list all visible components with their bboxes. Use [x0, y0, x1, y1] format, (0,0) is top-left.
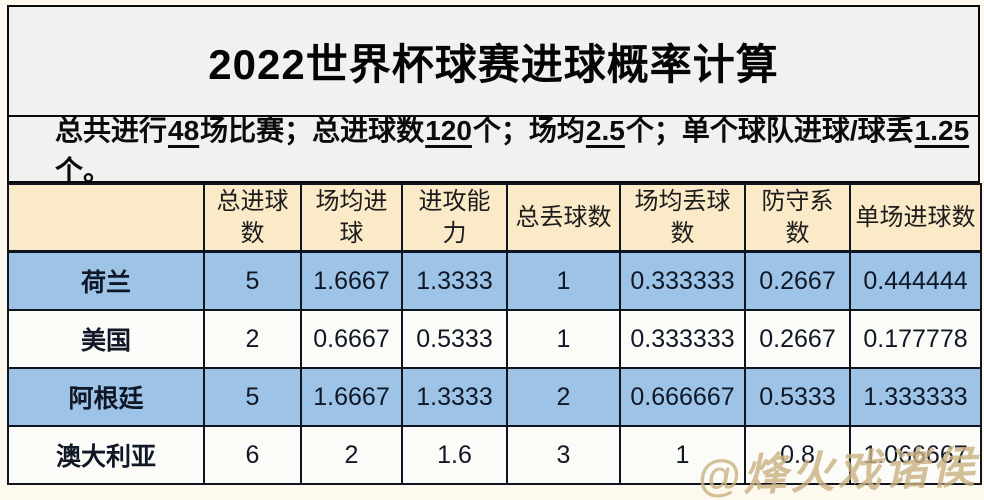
value-cell: 0.666667	[619, 367, 746, 427]
value-cell: 2	[300, 425, 403, 485]
page-title: 2022世界杯球赛进球概率计算	[208, 40, 779, 88]
value-cell: 0.6667	[300, 309, 403, 369]
table-row-argentina: 阿根廷 5 1.6667 1.3333 2 0.666667 0.5333 1.…	[7, 367, 982, 427]
table-row-australia: 澳大利亚 6 2 1.6 3 1 0.8 1.066667	[7, 425, 982, 485]
summary-stat-goals: 120	[425, 115, 472, 146]
content-frame: 2022世界杯球赛进球概率计算 总共进行48场比赛；总进球数120个；场均2.5…	[7, 5, 982, 485]
team-name-cell: 阿根廷	[7, 367, 205, 427]
value-cell: 0.5333	[744, 367, 851, 427]
value-cell: 6	[203, 425, 302, 485]
value-cell: 1.3333	[401, 250, 508, 311]
value-cell: 1.6667	[300, 367, 403, 427]
header-row: 总进球数 场均进球 进攻能力 总丢球数 场均丢球数 防守系数 单场进球数	[7, 183, 982, 253]
value-cell: 1.6667	[300, 250, 403, 311]
value-cell: 5	[203, 250, 302, 311]
title-banner: 2022世界杯球赛进球概率计算	[7, 5, 980, 117]
team-name-cell: 澳大利亚	[7, 425, 205, 485]
column-header-total-conceded: 总丢球数	[506, 183, 621, 253]
column-header-goals-per-match: 场均进球	[300, 183, 403, 253]
value-cell: 2	[506, 367, 621, 427]
column-header-total-goals: 总进球数	[203, 183, 302, 253]
value-cell: 0.2667	[744, 250, 851, 311]
team-name-cell: 美国	[7, 309, 205, 369]
value-cell: 0.444444	[849, 250, 982, 311]
value-cell: 1.066667	[849, 425, 982, 485]
value-cell: 2	[203, 309, 302, 369]
value-cell: 1	[506, 250, 621, 311]
summary-bar: 总共进行48场比赛；总进球数120个；场均2.5个；单个球队进球/球丢1.25 个…	[7, 115, 980, 186]
value-cell: 1.3333	[401, 367, 508, 427]
summary-segment: 个；场均	[472, 115, 585, 146]
column-header-conceded-per-match: 场均丢球数	[619, 183, 746, 253]
summary-stat-matches: 48	[168, 115, 200, 146]
team-name-cell: 荷兰	[7, 250, 205, 311]
value-cell: 0.2667	[744, 309, 851, 369]
value-cell: 0.333333	[619, 309, 746, 369]
value-cell: 1	[506, 309, 621, 369]
summary-segment: 总共进行	[55, 115, 168, 146]
value-cell: 0.177778	[849, 309, 982, 369]
summary-segment: 个。	[55, 155, 112, 186]
column-header-team	[7, 183, 205, 253]
goal-probability-table: 总进球数 场均进球 进攻能力 总丢球数 场均丢球数 防守系数 单场进球数 荷兰 …	[7, 183, 982, 485]
summary-segment: 场比赛；总进球数	[200, 115, 425, 146]
value-cell: 1.6	[401, 425, 508, 485]
column-header-defense-coefficient: 防守系数	[744, 183, 851, 253]
column-header-single-match-goals: 单场进球数	[849, 183, 982, 253]
value-cell: 1	[619, 425, 746, 485]
table-row-usa: 美国 2 0.6667 0.5333 1 0.333333 0.2667 0.1…	[7, 309, 982, 369]
value-cell: 5	[203, 367, 302, 427]
summary-stat-avg: 2.5	[585, 115, 625, 146]
summary-stat-per-team: 1.25	[914, 115, 970, 146]
value-cell: 1.333333	[849, 367, 982, 427]
value-cell: 0.8	[744, 425, 851, 485]
column-header-attack-ability: 进攻能力	[401, 183, 508, 253]
value-cell: 3	[506, 425, 621, 485]
summary-segment: 个；单个球队进球/球丢	[625, 115, 914, 146]
value-cell: 0.333333	[619, 250, 746, 311]
value-cell: 0.5333	[401, 309, 508, 369]
table-row-netherlands: 荷兰 5 1.6667 1.3333 1 0.333333 0.2667 0.4…	[7, 250, 982, 311]
summary-text: 总共进行48场比赛；总进球数120个；场均2.5个；单个球队进球/球丢1.25 个…	[55, 109, 978, 189]
